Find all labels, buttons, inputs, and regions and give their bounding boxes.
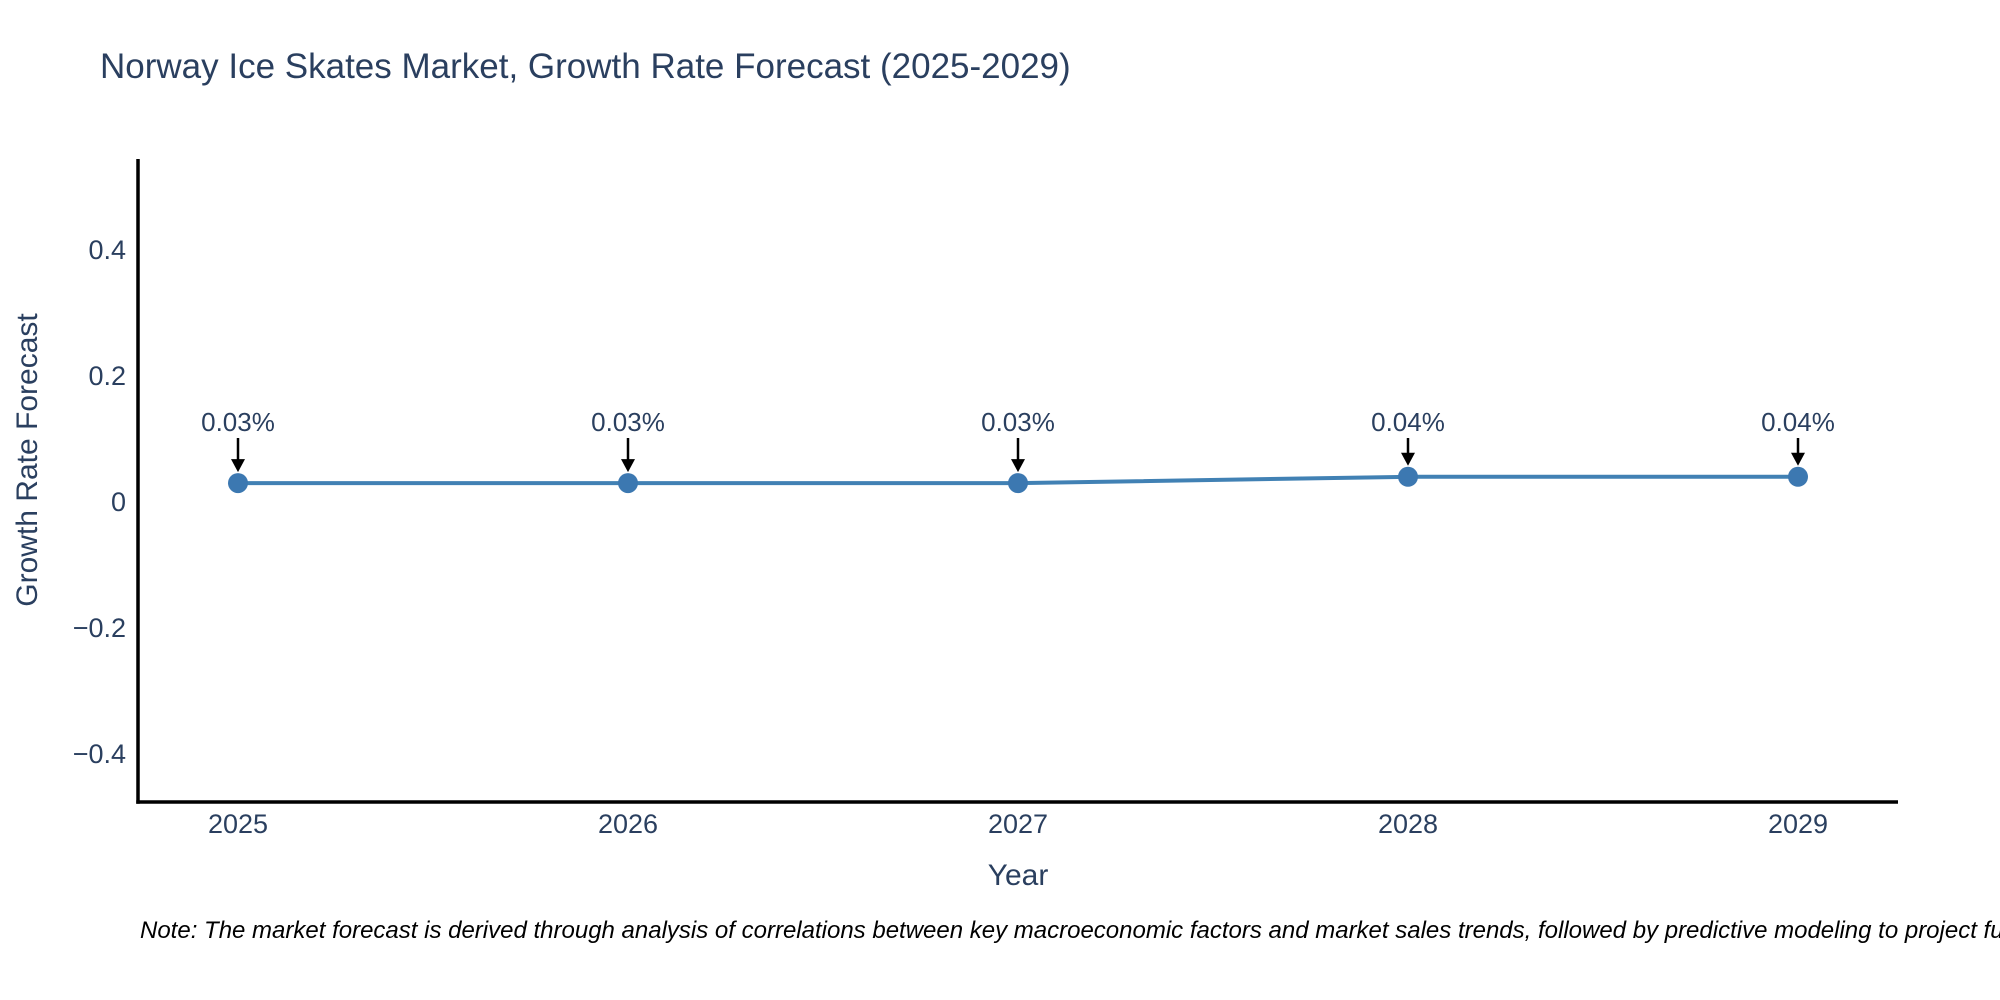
annotation-label: 0.03% (981, 407, 1055, 437)
annotation-label: 0.03% (201, 407, 275, 437)
annotation-label: 0.03% (591, 407, 665, 437)
footnote-text: Note: The market forecast is derived thr… (140, 917, 2000, 944)
x-tick-label: 2028 (1378, 809, 1438, 839)
y-tick-label: −0.4 (73, 739, 126, 769)
y-tick-label: 0.4 (88, 235, 126, 265)
data-point-marker (1398, 466, 1418, 487)
y-tick-label: −0.2 (73, 613, 126, 643)
data-point-marker (1008, 473, 1028, 494)
data-point-marker (618, 473, 638, 494)
annotation-arrow-head (1401, 452, 1415, 466)
y-tick-label: 0.2 (88, 361, 126, 391)
y-tick-label: 0 (111, 487, 126, 517)
annotation-arrow-head (621, 459, 635, 473)
chart-title: Norway Ice Skates Market, Growth Rate Fo… (100, 47, 1071, 86)
annotation-arrow-head (1011, 459, 1025, 473)
annotation-arrow-head (1791, 452, 1805, 466)
x-axis-title: Year (987, 859, 1049, 892)
annotation-arrow-head (231, 459, 245, 473)
x-tick-label: 2027 (988, 809, 1048, 839)
data-point-marker (1788, 466, 1808, 487)
x-tick-label: 2029 (1768, 809, 1828, 839)
x-tick-label: 2025 (208, 809, 268, 839)
data-point-marker (228, 473, 248, 494)
x-tick-label: 2026 (598, 809, 658, 839)
annotation-label: 0.04% (1371, 407, 1445, 437)
annotation-label: 0.04% (1761, 407, 1835, 437)
